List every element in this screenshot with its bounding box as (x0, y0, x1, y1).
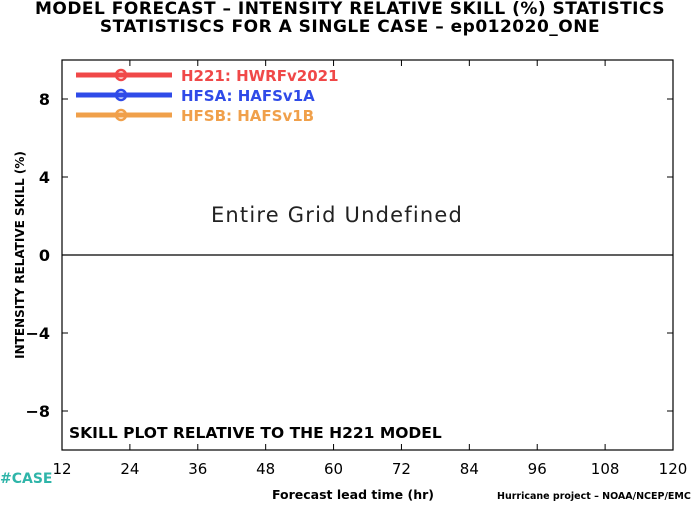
y-axis-label: INTENSITY RELATIVE SKILL (%) (13, 151, 27, 359)
x-tick-label: 84 (460, 460, 479, 478)
x-tick-label: 72 (392, 460, 411, 478)
x-axis-label: Forecast lead time (hr) (272, 487, 434, 502)
y-tick-label: 4 (39, 168, 50, 187)
legend-marker (114, 88, 128, 102)
x-tick-label: 48 (256, 460, 275, 478)
y-tick-label: −4 (25, 324, 50, 343)
x-tick-label: 96 (528, 460, 547, 478)
x-tick-label: 120 (659, 460, 688, 478)
legend-entry: HFSA: HAFSv1A (181, 87, 315, 105)
y-tick-label: 0 (39, 246, 50, 265)
chart-subtitle: STATISTISCS FOR A SINGLE CASE – ep012020… (99, 17, 601, 37)
credit-text: Hurricane project – NOAA/NCEP/EMC (497, 491, 691, 502)
legend-marker (114, 68, 128, 82)
x-tick-label: 108 (591, 460, 620, 478)
x-tick-label: 60 (324, 460, 343, 478)
legend-entry: H221: HWRFv2021 (181, 67, 339, 85)
legend-entry: HFSB: HAFSv1B (181, 107, 314, 125)
case-tag: #CASE (0, 471, 53, 487)
y-tick-label: −8 (25, 402, 50, 421)
y-tick-label: 8 (39, 90, 50, 109)
x-tick-label: 24 (120, 460, 139, 478)
skill-reference-note: SKILL PLOT RELATIVE TO THE H221 MODEL (69, 424, 442, 442)
chart-title: MODEL FORECAST – INTENSITY RELATIVE SKIL… (34, 0, 666, 19)
legend-marker (114, 108, 128, 122)
undefined-grid-note: Entire Grid Undefined (211, 203, 463, 227)
x-tick-label: 36 (188, 460, 207, 478)
x-tick-label: 12 (52, 460, 71, 478)
